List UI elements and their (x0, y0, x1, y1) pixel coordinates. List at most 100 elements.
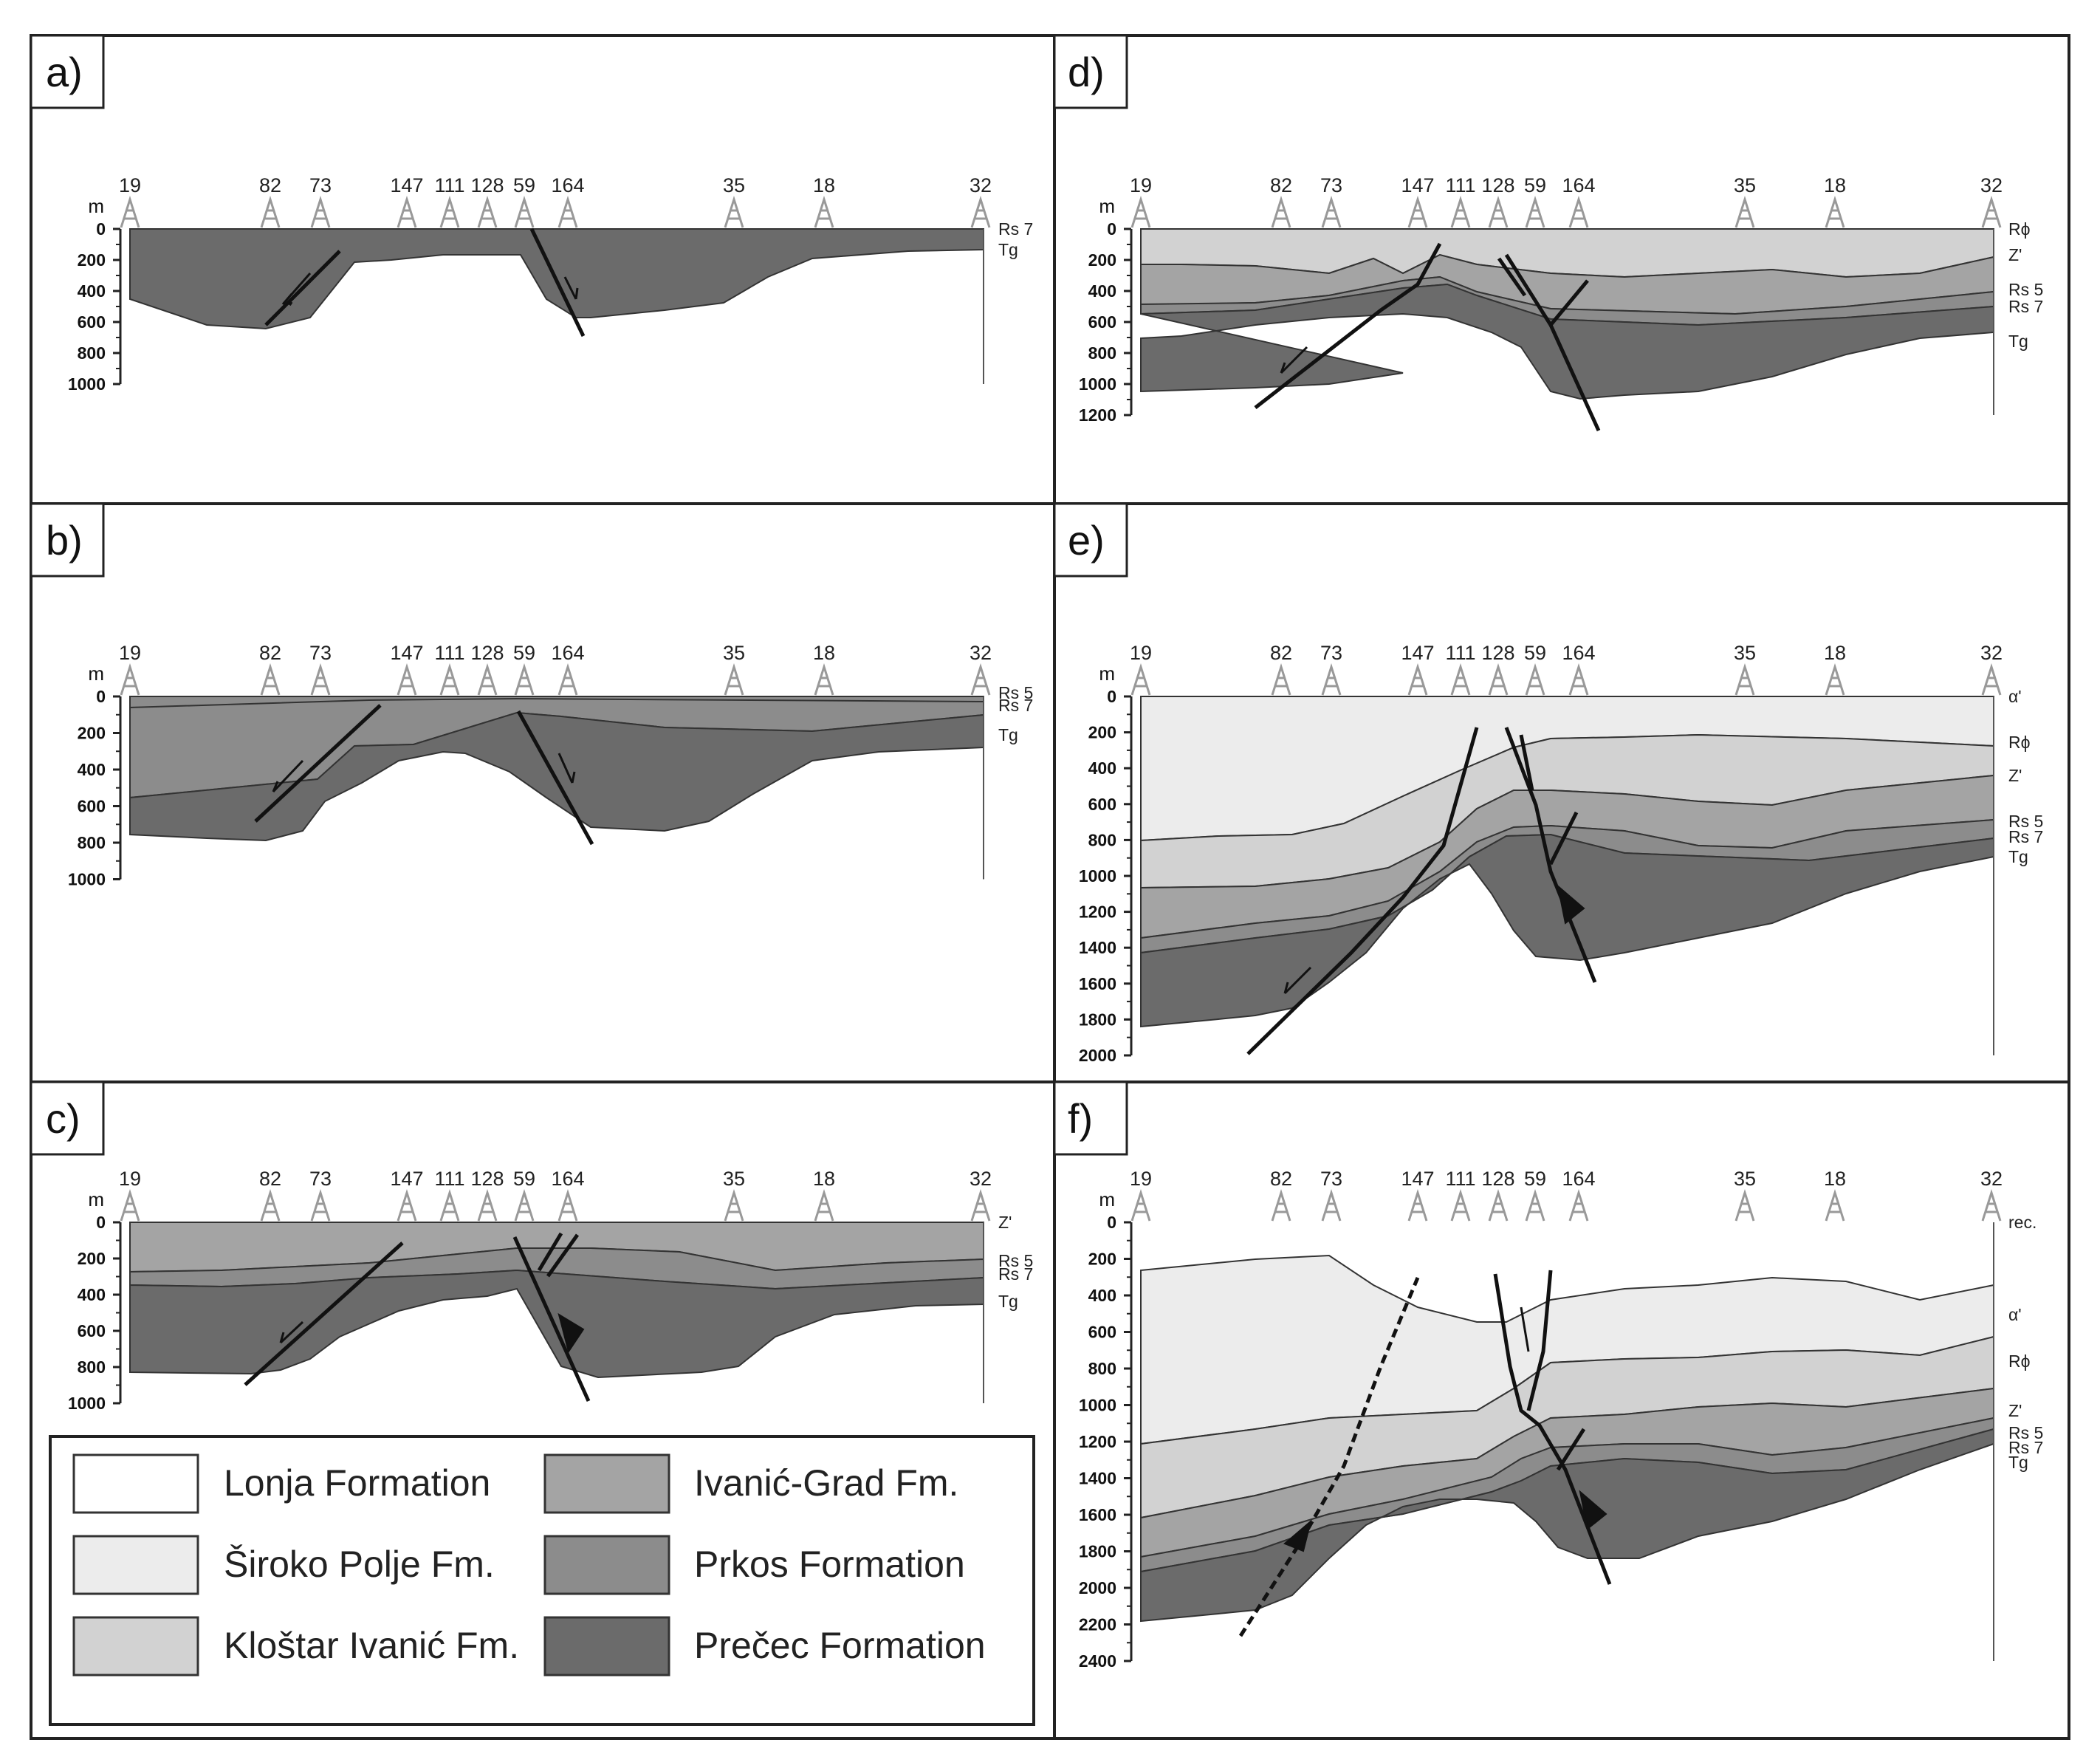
well-c-111: 111 (434, 1168, 465, 1222)
depth-tick-label: 400 (78, 760, 106, 779)
well-f-59: 59 (1524, 1168, 1546, 1222)
well-e-147: 147 (1401, 642, 1435, 696)
well-a-147: 147 (390, 174, 424, 228)
section-c-faults (244, 1232, 591, 1402)
well-e-73: 73 (1320, 642, 1342, 696)
well-number: 147 (390, 174, 423, 196)
well-derrick-icon (1981, 196, 2002, 228)
legend-item-ivanic-grad: Ivanić-Grad Fm. (543, 1453, 958, 1514)
horizon-label: rec. (2008, 1213, 2036, 1232)
section-d-annotations: 19 82 73 147 111 128 59 164 35 18 32 m0 200 400 600 800… (1079, 174, 2043, 425)
well-derrick-icon (1525, 1189, 1545, 1222)
well-a-59: 59 (513, 174, 535, 228)
depth-unit: m (88, 195, 104, 217)
depth-axis-c: m 0 200 400 600 800 1000 (68, 1188, 122, 1413)
depth-tick-label: 1000 (68, 374, 106, 394)
well-number: 73 (309, 174, 332, 196)
horizon-label: Tg (2008, 332, 2028, 351)
depth-tick-label: 2200 (1079, 1615, 1116, 1634)
well-derrick-icon (1568, 663, 1589, 696)
depth-tick-label: 600 (78, 797, 106, 816)
well-derrick-icon (439, 1189, 460, 1222)
depth-unit: m (1099, 662, 1115, 685)
well-f-82: 82 (1270, 1168, 1292, 1222)
section-b-faults (254, 704, 594, 846)
well-derrick-icon (1271, 663, 1291, 696)
well-b-82: 82 (259, 642, 281, 696)
section-d-faults (1254, 242, 1601, 432)
well-d-19: 19 (1130, 174, 1152, 228)
well-derrick-icon (1450, 1189, 1471, 1222)
well-derrick-icon (1734, 1189, 1755, 1222)
well-f-18: 18 (1824, 1168, 1846, 1222)
well-number: 111 (1445, 642, 1475, 664)
well-number: 35 (723, 642, 745, 664)
well-number: 18 (813, 642, 835, 664)
well-number: 73 (1320, 1168, 1342, 1190)
well-f-73: 73 (1320, 1168, 1342, 1222)
depth-tick-label: 200 (1088, 250, 1116, 270)
depth-tick-label: 800 (78, 343, 106, 363)
well-derrick-icon (1568, 196, 1589, 228)
well-number: 19 (119, 642, 141, 664)
well-c-164: 164 (551, 1168, 585, 1222)
panel-frames (30, 34, 2070, 1740)
legend-swatch-klostar-ivanic (72, 1616, 199, 1676)
svg-text:e): e) (1068, 517, 1105, 564)
horizon-label: Tg (998, 240, 1018, 259)
well-number: 164 (1562, 1168, 1595, 1190)
well-e-128: 128 (1481, 642, 1515, 696)
well-derrick-icon (514, 663, 535, 696)
well-f-19: 19 (1130, 1168, 1152, 1222)
well-number: 59 (1524, 1168, 1546, 1190)
well-derrick-icon (1130, 1189, 1151, 1222)
section-f-faults (1238, 1270, 1612, 1637)
well-b-59: 59 (513, 642, 535, 696)
horizon-label: Z' (2008, 1401, 2022, 1420)
well-derrick-icon (397, 1189, 417, 1222)
well-b-19: 19 (119, 642, 141, 696)
well-derrick-icon (557, 1189, 578, 1222)
depth-tick-label: 400 (1088, 1286, 1116, 1305)
well-a-32: 32 (970, 174, 992, 228)
svg-text:a): a) (46, 49, 83, 95)
horizon-label: Rϕ (2008, 1352, 2031, 1371)
depth-axis-d: m0 200 400 600 800 1000 1200 (1079, 195, 1133, 425)
well-derrick-icon (814, 196, 834, 228)
depth-tick-label: 2000 (1079, 1578, 1116, 1597)
horizon-label: Rs 7 (998, 219, 1033, 239)
well-derrick-icon (1981, 663, 2002, 696)
well-c-59: 59 (513, 1168, 535, 1222)
depth-tick-label: 1000 (1079, 866, 1116, 886)
section-e-strata (1140, 696, 1994, 1028)
well-a-35: 35 (723, 174, 745, 228)
well-derrick-icon (814, 663, 834, 696)
well-number: 128 (1481, 174, 1514, 196)
well-derrick-icon (1450, 663, 1471, 696)
well-derrick-icon (1407, 1189, 1428, 1222)
well-number: 164 (551, 642, 584, 664)
depth-tick-label: 0 (96, 687, 106, 706)
well-e-35: 35 (1734, 642, 1756, 696)
horizon-label: Rs 7 (2008, 1438, 2043, 1457)
generated-annotations: 19 82 73 147 111 128 59 164 35 18 32m0200400600800… (68, 174, 2043, 1671)
well-a-111: 111 (434, 174, 465, 228)
legend-label-prkos: Prkos Formation (694, 1544, 965, 1585)
depth-tick-label: 1000 (68, 1394, 106, 1413)
section-f-annotations: 19 82 73 147 111 128 59 164 35 18 32 m 0 200 400 600 800… (1079, 1168, 2043, 1671)
well-c-32: 32 (970, 1168, 992, 1222)
well-c-73: 73 (309, 1168, 332, 1222)
well-b-147: 147 (390, 642, 424, 696)
well-derrick-icon (439, 196, 460, 228)
horizon-label: Z' (998, 1213, 1012, 1232)
well-derrick-icon (1130, 663, 1151, 696)
panel-label-a: a) (30, 34, 105, 109)
horizon-label: Rs 7 (998, 1264, 1033, 1284)
well-number: 82 (1270, 1168, 1292, 1190)
well-e-19: 19 (1130, 642, 1152, 696)
well-b-164: 164 (551, 642, 585, 696)
well-d-164: 164 (1562, 174, 1596, 228)
well-a-164: 164 (551, 174, 585, 228)
depth-unit: m (88, 1188, 104, 1210)
legend-item-prkos: Prkos Formation (543, 1535, 965, 1595)
